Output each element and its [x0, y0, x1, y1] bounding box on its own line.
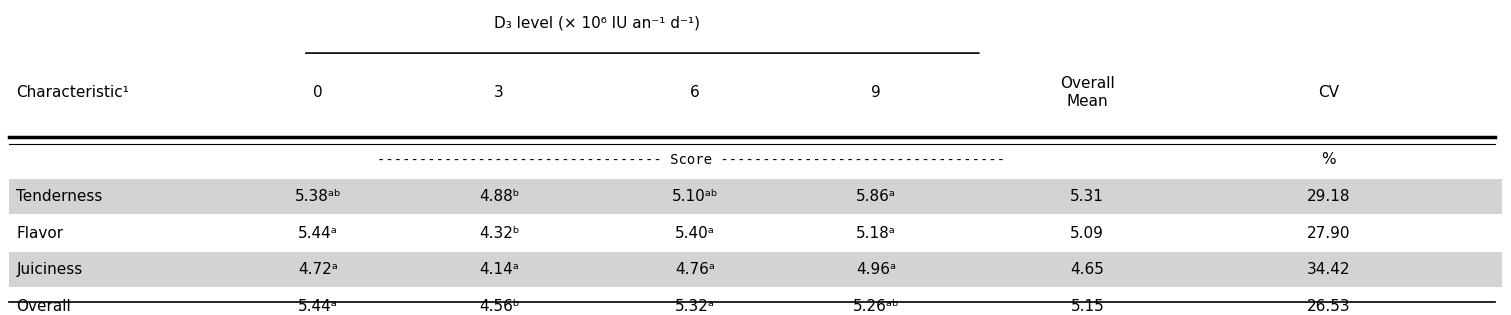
- Text: 6: 6: [691, 85, 700, 100]
- Text: CV: CV: [1318, 85, 1339, 100]
- Text: ---------------------------------- Score ----------------------------------: ---------------------------------- Score…: [378, 152, 1005, 167]
- Text: 29.18: 29.18: [1307, 189, 1351, 204]
- Text: 5.31: 5.31: [1070, 189, 1105, 204]
- Text: 0: 0: [313, 85, 323, 100]
- Text: 27.90: 27.90: [1307, 226, 1351, 241]
- Text: 5.15: 5.15: [1070, 299, 1105, 314]
- Text: 9: 9: [872, 85, 881, 100]
- Text: 3: 3: [494, 85, 505, 100]
- Text: 5.09: 5.09: [1070, 226, 1105, 241]
- Text: 4.32ᵇ: 4.32ᵇ: [479, 226, 520, 241]
- Text: 5.44ᵃ: 5.44ᵃ: [298, 299, 338, 314]
- Text: 5.40ᵃ: 5.40ᵃ: [675, 226, 715, 241]
- Text: 5.26ᵃᵇ: 5.26ᵃᵇ: [852, 299, 899, 314]
- Text: 5.86ᵃ: 5.86ᵃ: [857, 189, 896, 204]
- Text: %: %: [1321, 152, 1336, 167]
- Text: 5.18ᵃ: 5.18ᵃ: [857, 226, 896, 241]
- Text: Characteristic¹: Characteristic¹: [17, 85, 130, 100]
- Text: 5.38ᵃᵇ: 5.38ᵃᵇ: [295, 189, 341, 204]
- Text: Tenderness: Tenderness: [17, 189, 103, 204]
- Text: 4.96ᵃ: 4.96ᵃ: [857, 262, 896, 277]
- Text: Overall
Mean: Overall Mean: [1059, 77, 1115, 109]
- Text: 4.65: 4.65: [1070, 262, 1105, 277]
- Text: Flavor: Flavor: [17, 226, 63, 241]
- Text: 4.76ᵃ: 4.76ᵃ: [675, 262, 715, 277]
- Text: 4.56ᵇ: 4.56ᵇ: [479, 299, 520, 314]
- Text: Overall: Overall: [17, 299, 71, 314]
- Text: 5.44ᵃ: 5.44ᵃ: [298, 226, 338, 241]
- Bar: [9, 252, 1502, 287]
- Text: D₃ level (× 10⁶ IU an⁻¹ d⁻¹): D₃ level (× 10⁶ IU an⁻¹ d⁻¹): [494, 15, 700, 30]
- Text: 4.14ᵃ: 4.14ᵃ: [479, 262, 520, 277]
- Text: 26.53: 26.53: [1307, 299, 1351, 314]
- Bar: [9, 179, 1502, 214]
- Text: Juiciness: Juiciness: [17, 262, 83, 277]
- Text: 5.10ᵃᵇ: 5.10ᵃᵇ: [672, 189, 718, 204]
- Text: 34.42: 34.42: [1307, 262, 1351, 277]
- Text: 4.72ᵃ: 4.72ᵃ: [298, 262, 338, 277]
- Text: 5.32ᵃ: 5.32ᵃ: [675, 299, 715, 314]
- Text: 4.88ᵇ: 4.88ᵇ: [479, 189, 520, 204]
